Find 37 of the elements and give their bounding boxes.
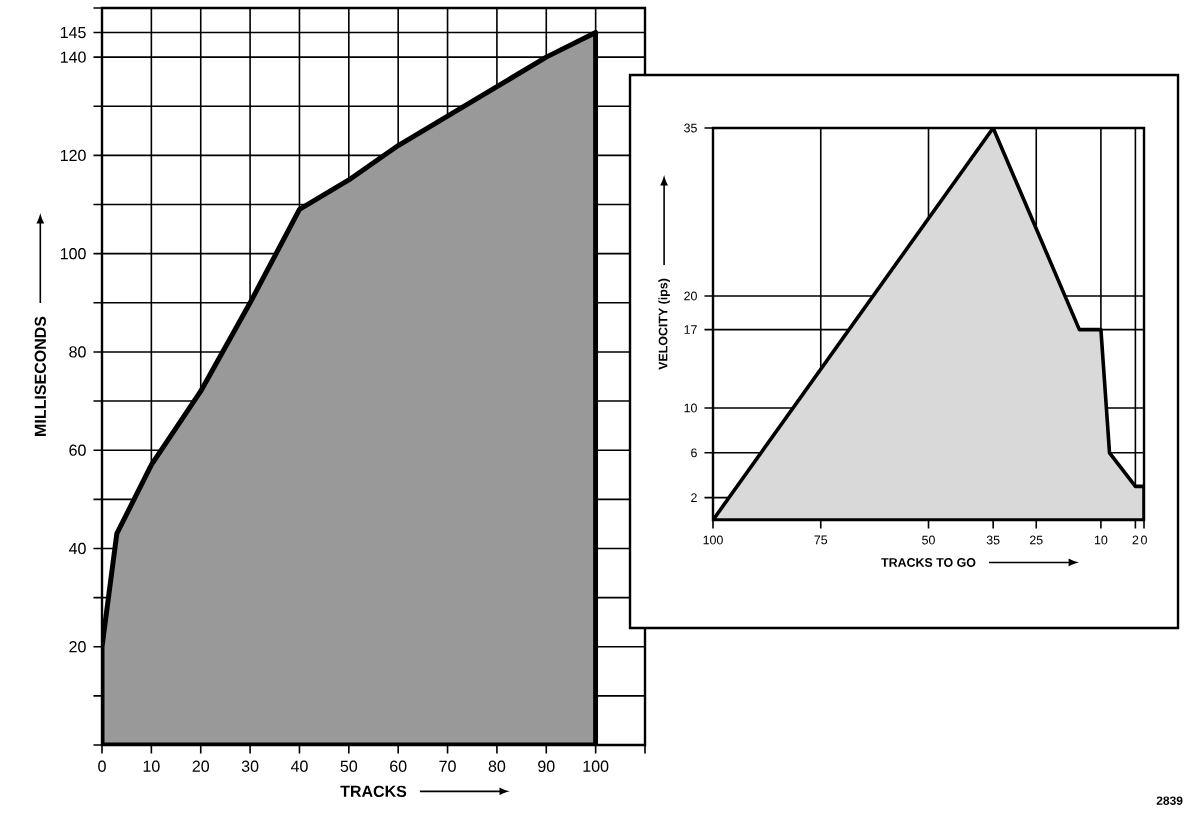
x-tick-label: 75 xyxy=(814,535,828,545)
x-tick-label: 20 xyxy=(192,760,210,772)
y-axis-title: MILLISECONDS xyxy=(34,316,46,436)
y-tick-label: 140 xyxy=(60,51,86,63)
x-tick-label: 100 xyxy=(703,535,723,545)
x-tick-label: 100 xyxy=(583,760,609,772)
y-tick-label: 20 xyxy=(69,641,86,653)
y-tick-label: 10 xyxy=(684,403,697,413)
x-tick-label: 80 xyxy=(488,760,506,772)
x-tick-label: 50 xyxy=(340,760,358,772)
y-tick-label: 35 xyxy=(684,123,697,133)
x-tick-label: 2 xyxy=(1132,535,1139,545)
y-tick-label: 17 xyxy=(684,325,697,334)
y-tick-label: 2 xyxy=(691,493,697,502)
y-tick-label: 145 xyxy=(60,26,86,39)
x-tick-label: 90 xyxy=(538,760,555,772)
y-tick-label: 6 xyxy=(691,448,697,458)
y-tick-label: 120 xyxy=(60,149,86,162)
x-tick-label: 50 xyxy=(922,535,935,545)
y-tick-label: 20 xyxy=(684,291,697,301)
x-axis-title: TRACKS TO GO xyxy=(881,558,976,567)
x-tick-label: 70 xyxy=(439,760,456,772)
x-tick-label: 40 xyxy=(290,760,308,772)
x-tick-label: 60 xyxy=(390,760,407,772)
y-tick-label: 100 xyxy=(60,248,86,260)
x-tick-label: 0 xyxy=(98,760,106,772)
x-tick-label: 0 xyxy=(1141,535,1147,545)
y-tick-label: 80 xyxy=(69,346,86,358)
x-tick-label: 10 xyxy=(143,760,160,772)
x-tick-label: 35 xyxy=(986,535,1000,545)
x-axis-title: TRACKS xyxy=(340,785,407,797)
x-tick-label: 30 xyxy=(241,760,259,772)
text: 2839 xyxy=(1156,796,1183,805)
y-tick-label: 60 xyxy=(69,444,86,456)
x-tick-label: 25 xyxy=(1029,535,1043,545)
y-axis-title: VELOCITY (ips) xyxy=(658,278,670,370)
x-tick-label: 10 xyxy=(1094,535,1108,545)
